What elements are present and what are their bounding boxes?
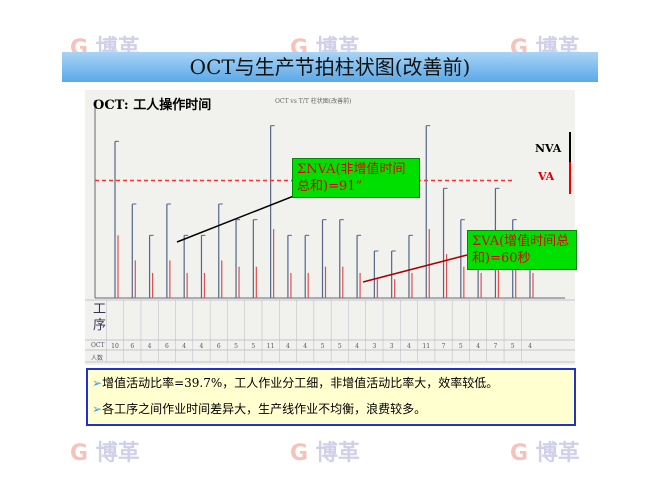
oct-value: 5 [511,343,515,350]
oct-value: 7 [494,343,498,350]
oct-value: 6 [130,343,134,350]
oct-value: 6 [165,343,169,350]
watermark-logo: G 博革 [510,441,580,466]
note-item: ➢增值活动比率=39.7%，工人作业分工细，非增值活动比率大，效率较低。 [88,370,574,396]
arrow-right-icon: ➢ [92,402,103,416]
legend-va: VA [538,170,555,183]
va-pointer-arrow [362,254,468,283]
oct-value: 4 [286,343,290,350]
nva-sum-box: ΣNVA(非增值时间总和)=91” [292,158,420,198]
conclusion-box: ➢增值活动比率=39.7%，工人作业分工细，非增值活动比率大，效率较低。 ➢各工… [86,368,576,426]
row-label-oct: OCT [91,342,105,349]
oct-value: 11 [267,343,275,350]
oct-value: 4 [355,343,359,350]
oct-value: 4 [476,343,480,350]
legend-nva: NVA [535,142,562,155]
arrow-right-icon: ➢ [92,376,103,390]
row-header-process: 工序 [93,302,107,333]
oct-value: 4 [148,343,152,350]
y-axis-label: OCT: 工人操作时间 [93,98,212,113]
oct-value: 6 [217,343,221,350]
oct-value: 4 [528,343,532,350]
oct-value: 3 [372,343,376,350]
note-item: ➢各工序之间作业时间差异大，生产线作业不均衡，浪费较多。 [88,396,574,422]
oct-value: 4 [182,343,186,350]
watermark-logo: G 博革 [70,441,140,466]
oct-value: 5 [321,343,325,350]
oct-value: 5 [234,343,238,350]
oct-value: 5 [338,343,342,350]
watermark-logo: G 博革 [290,441,360,466]
oct-value: 3 [390,343,394,350]
oct-value: 10 [111,343,119,350]
oct-value: 4 [407,343,411,350]
oct-value: 5 [251,343,255,350]
va-sum-box: ΣVA(增值时间总和)=60秒 [467,230,577,270]
oct-value: 7 [442,343,446,350]
chart-photo: 10 6 4 6 4 4 6 5 5 11 4 4 5 5 4 3 3 4 11 7 5 4 7 5 4 OCT: 工人操作时间… [85,90,577,365]
oct-value: 5 [459,343,463,350]
note-text: 增值活动比率=39.7%，工人作业分工细，非增值活动比率大，效率较低。 [102,376,499,390]
bar-chart: 10 6 4 6 4 4 6 5 5 11 4 4 5 5 4 3 3 4 11 7 5 4 7 5 4 [85,100,575,363]
oct-value: 11 [422,343,430,350]
oct-value: 4 [303,343,307,350]
note-text: 各工序之间作业时间差异大，生产线作业不均衡，浪费较多。 [102,402,427,416]
chart-title: OCT vs T/T 柱状图(改善前) [275,98,352,105]
row-label-people: 人数 [91,355,104,362]
oct-value: 4 [200,343,204,350]
slide-title: OCT与生产节拍柱状图(改善前) [62,52,598,82]
